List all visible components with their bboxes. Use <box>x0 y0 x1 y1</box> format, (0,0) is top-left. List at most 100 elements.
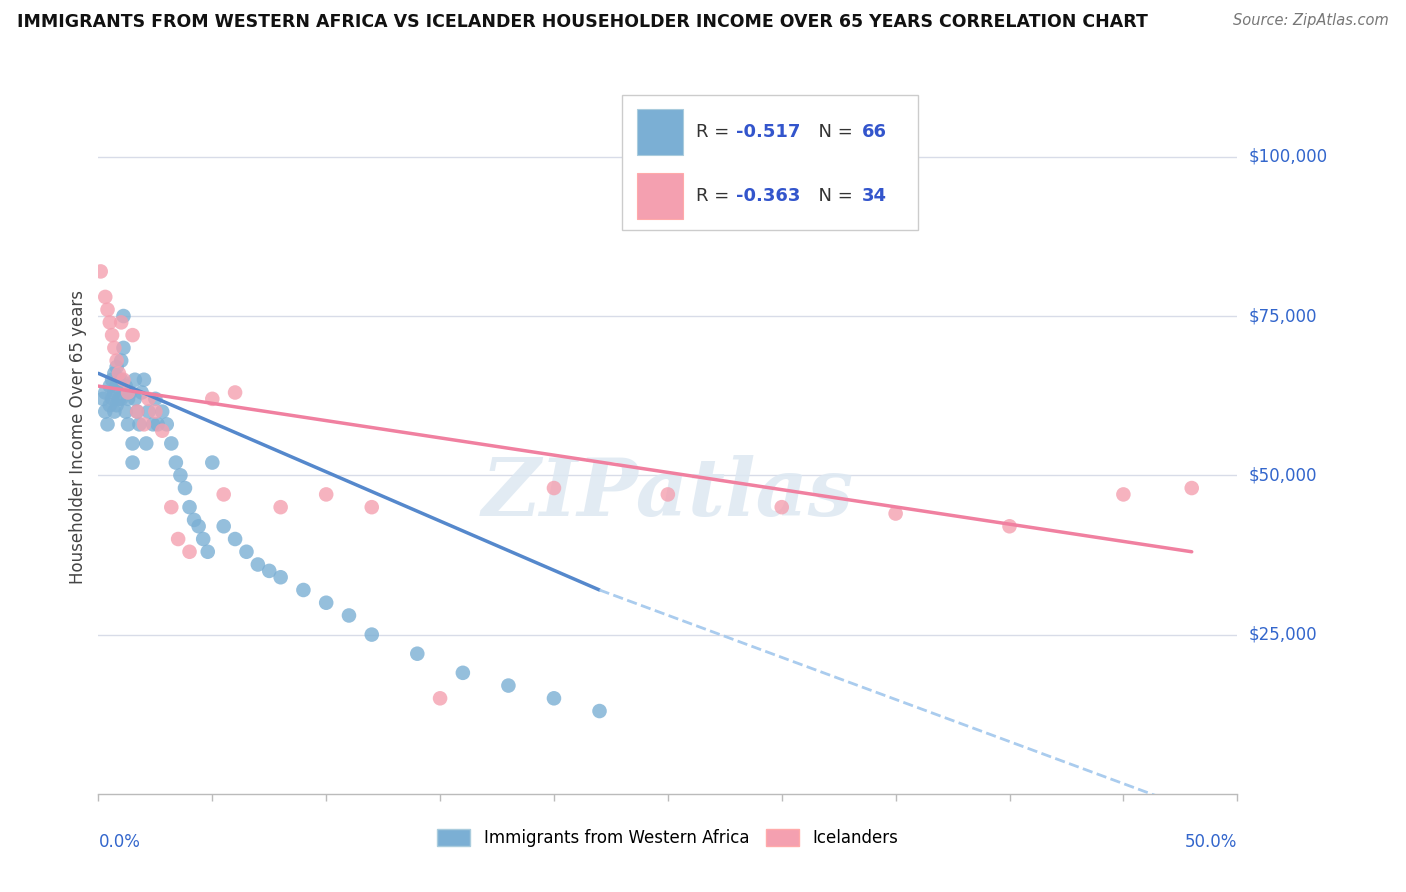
Text: 0.0%: 0.0% <box>98 833 141 851</box>
Point <box>187 519 209 533</box>
Point <box>110 353 132 368</box>
Point <box>131 385 153 400</box>
Point <box>108 392 131 406</box>
Point <box>108 367 131 381</box>
Point <box>91 392 114 406</box>
Point <box>315 596 337 610</box>
Point <box>150 424 173 438</box>
Text: -0.517: -0.517 <box>737 123 800 141</box>
Point <box>94 385 117 400</box>
Point <box>179 545 201 559</box>
Text: $75,000: $75,000 <box>1249 307 1317 325</box>
Point <box>201 456 224 470</box>
Legend: Immigrants from Western Africa, Icelanders: Immigrants from Western Africa, Icelande… <box>430 822 905 854</box>
Point <box>101 373 124 387</box>
Point <box>108 373 131 387</box>
Point <box>657 487 679 501</box>
Point <box>110 392 132 406</box>
Point <box>135 436 157 450</box>
Point <box>98 379 121 393</box>
Text: R =: R = <box>696 187 735 205</box>
Point <box>224 385 246 400</box>
Point <box>110 315 132 329</box>
Point <box>160 500 183 515</box>
Point <box>201 392 224 406</box>
Point <box>588 704 610 718</box>
Point <box>127 404 149 418</box>
Point <box>429 691 451 706</box>
Text: $100,000: $100,000 <box>1249 148 1327 166</box>
Point <box>112 309 135 323</box>
Point <box>246 558 269 572</box>
Point <box>128 417 150 432</box>
Point <box>117 392 139 406</box>
Bar <box>637 173 683 219</box>
Text: 50.0%: 50.0% <box>1185 833 1237 851</box>
Point <box>167 532 190 546</box>
Point <box>235 545 257 559</box>
Text: N =: N = <box>807 187 858 205</box>
Point <box>101 328 124 343</box>
Text: Source: ZipAtlas.com: Source: ZipAtlas.com <box>1233 13 1389 29</box>
Point <box>103 385 125 400</box>
Point <box>498 679 520 693</box>
Point <box>1112 487 1135 501</box>
Point <box>120 385 142 400</box>
Point <box>212 487 235 501</box>
Point <box>105 379 128 393</box>
Point <box>117 417 139 432</box>
Point <box>197 545 219 559</box>
Point <box>105 353 128 368</box>
Point <box>96 302 118 317</box>
Text: ZIPatlas: ZIPatlas <box>482 456 853 533</box>
Text: 66: 66 <box>862 123 886 141</box>
Text: $25,000: $25,000 <box>1249 625 1317 644</box>
Point <box>94 404 117 418</box>
Point <box>174 481 197 495</box>
Point <box>156 417 179 432</box>
Point <box>98 315 121 329</box>
Point <box>114 379 136 393</box>
Point <box>165 456 187 470</box>
Point <box>142 417 165 432</box>
Text: $50,000: $50,000 <box>1249 467 1317 484</box>
Point <box>224 532 246 546</box>
Point <box>160 436 183 450</box>
Point <box>270 570 292 584</box>
Point <box>114 404 136 418</box>
Point <box>105 359 128 374</box>
Point <box>103 404 125 418</box>
Point <box>150 404 173 418</box>
Point <box>112 373 135 387</box>
Point <box>183 513 205 527</box>
Point <box>124 392 146 406</box>
Text: -0.363: -0.363 <box>737 187 800 205</box>
Point <box>1181 481 1204 495</box>
Point <box>884 507 907 521</box>
Point <box>145 392 167 406</box>
Point <box>121 456 143 470</box>
Point <box>127 404 149 418</box>
Point <box>112 341 135 355</box>
Point <box>96 417 118 432</box>
Text: R =: R = <box>696 123 735 141</box>
Point <box>98 398 121 412</box>
Point <box>193 532 215 546</box>
Point <box>146 417 169 432</box>
Point <box>138 392 160 406</box>
Text: N =: N = <box>807 123 858 141</box>
Point <box>105 398 128 412</box>
Point <box>770 500 793 515</box>
Point <box>212 519 235 533</box>
Point <box>117 385 139 400</box>
Point <box>138 404 160 418</box>
FancyBboxPatch shape <box>623 95 918 230</box>
Point <box>543 691 565 706</box>
Point <box>179 500 201 515</box>
Point <box>259 564 281 578</box>
Point <box>360 500 382 515</box>
Point <box>270 500 292 515</box>
Point <box>132 417 155 432</box>
Text: IMMIGRANTS FROM WESTERN AFRICA VS ICELANDER HOUSEHOLDER INCOME OVER 65 YEARS COR: IMMIGRANTS FROM WESTERN AFRICA VS ICELAN… <box>17 13 1147 31</box>
Point <box>315 487 337 501</box>
